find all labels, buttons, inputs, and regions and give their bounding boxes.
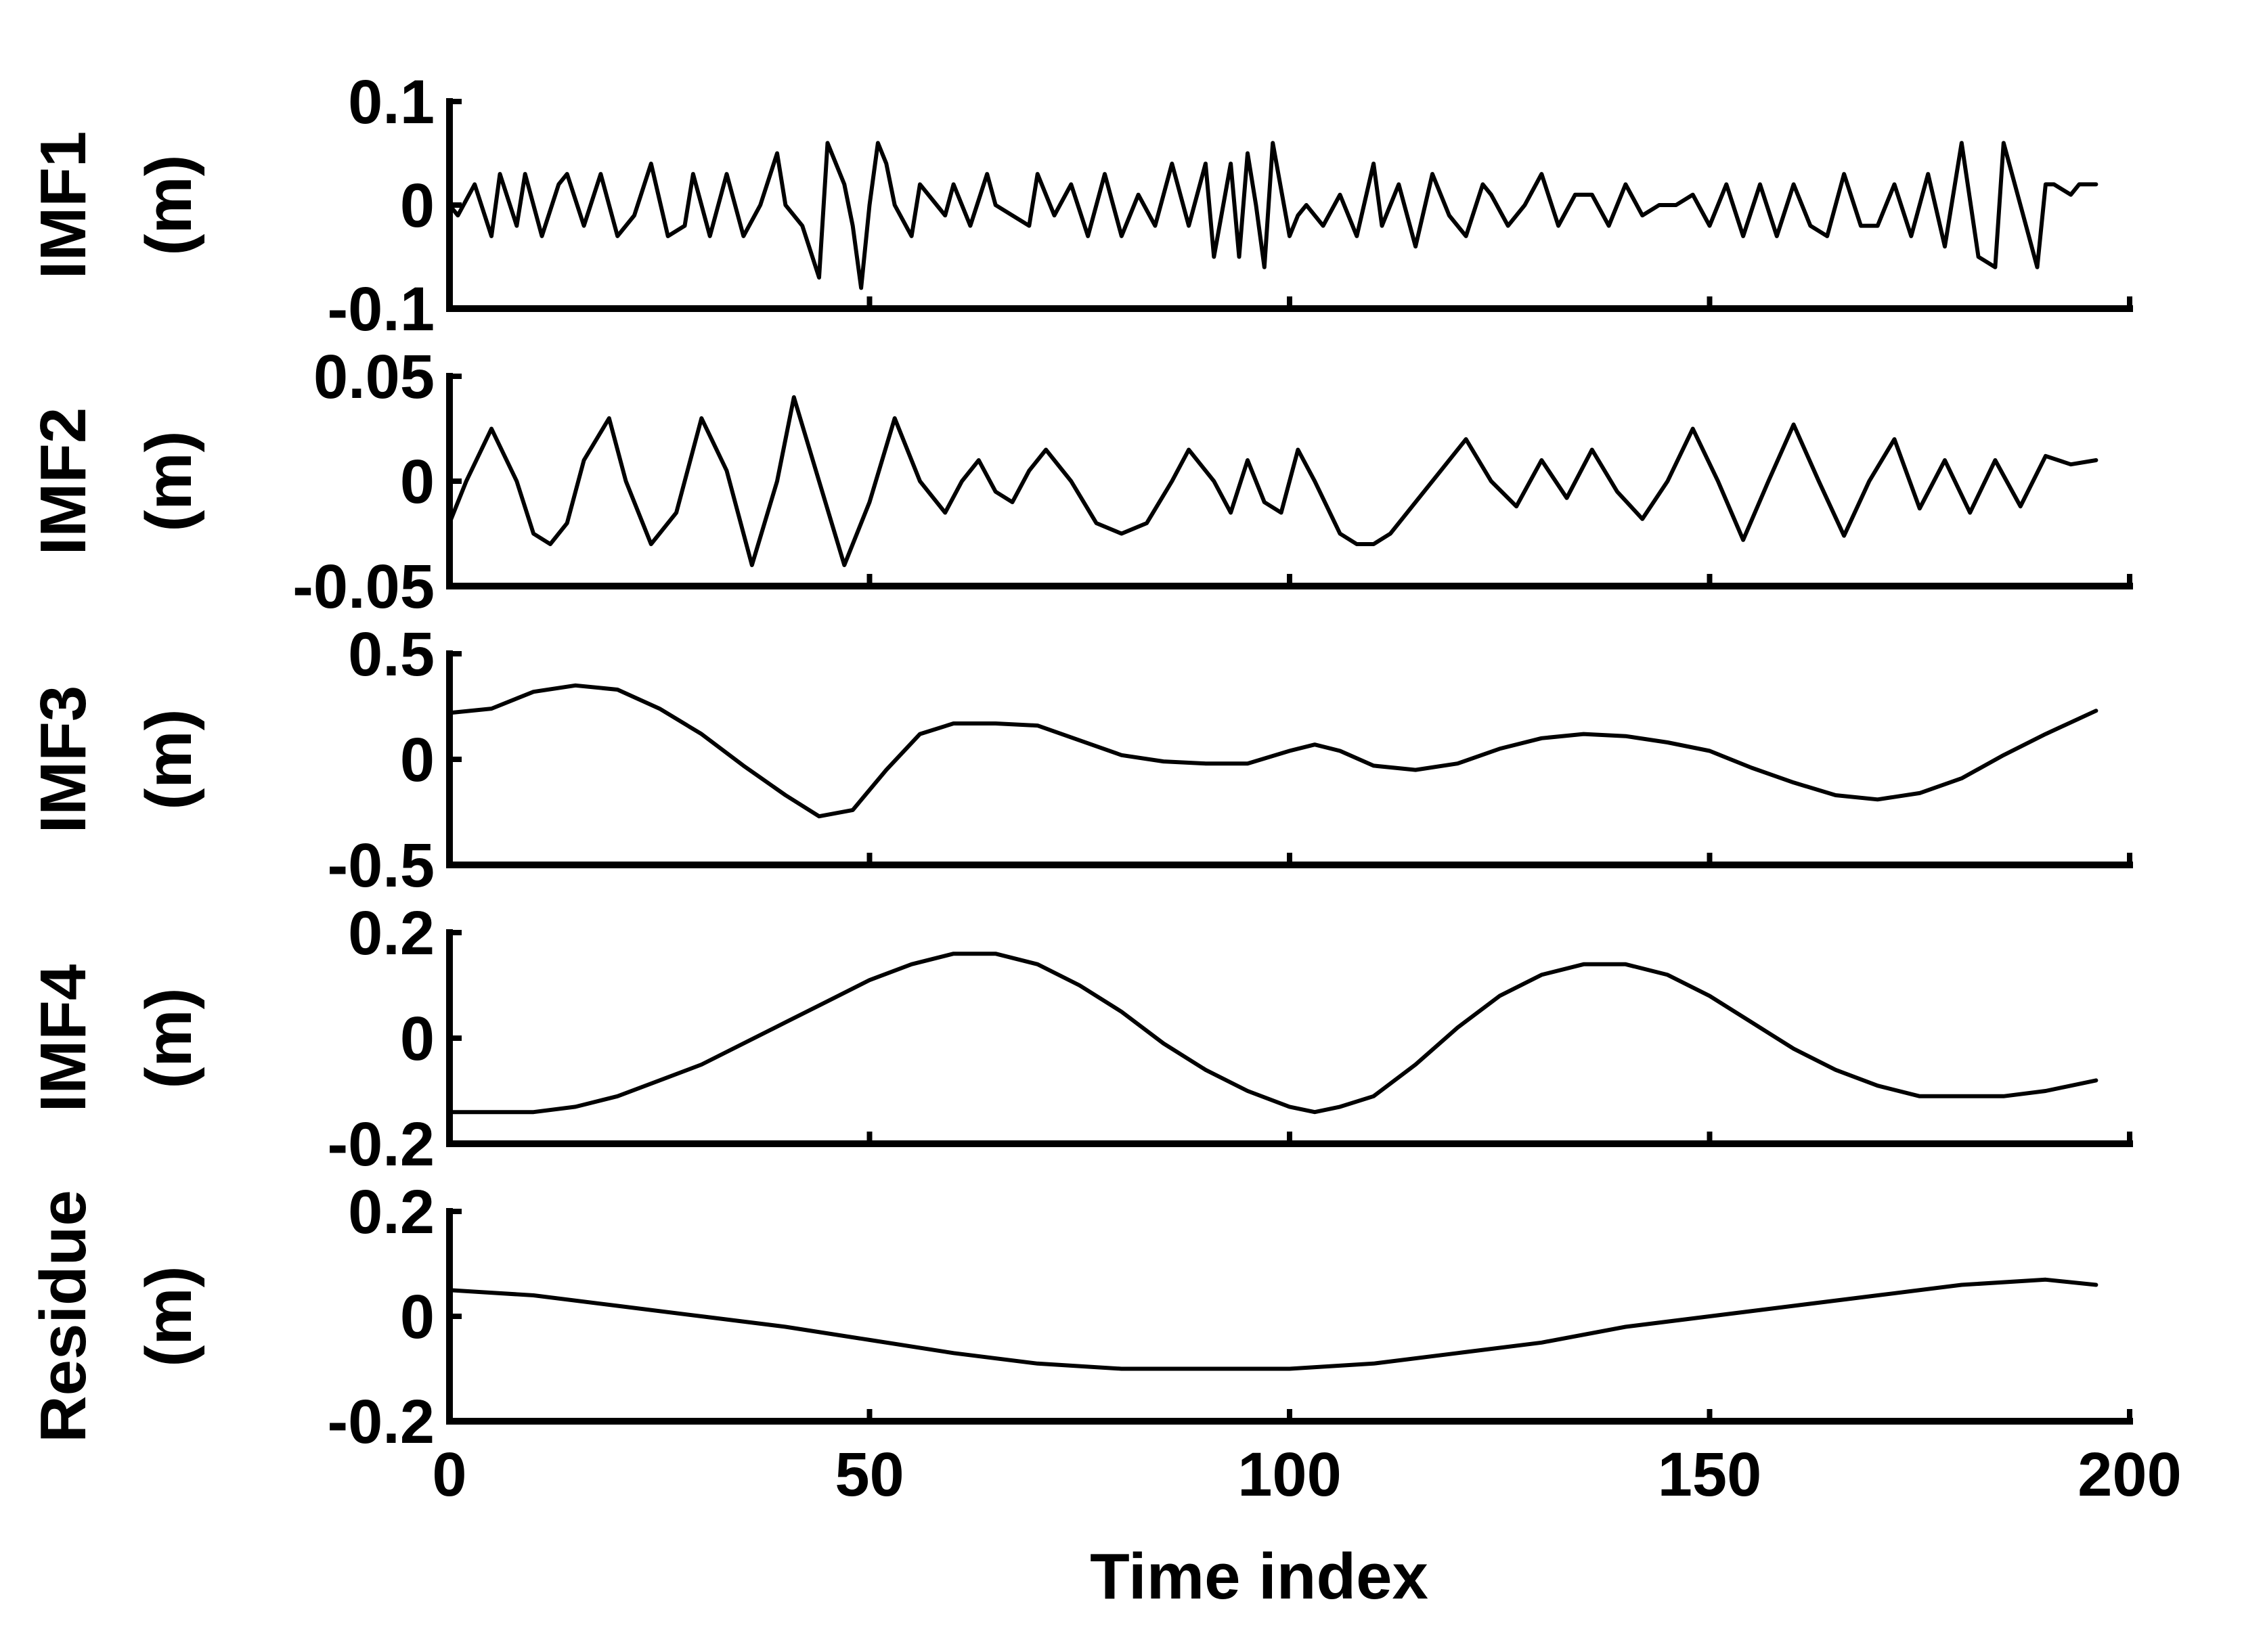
y-tick-label-panel-4: -0.2 bbox=[327, 1110, 435, 1179]
panel-1: 0.1 0 -0.1 IMF1 (m) bbox=[27, 68, 2133, 344]
y-tick-label-panel-2: 0.05 bbox=[313, 342, 435, 411]
series-line-panel-2 bbox=[447, 395, 2098, 567]
series-line-panel-5 bbox=[447, 1277, 2098, 1371]
y-tick-label-panel-3: 0.5 bbox=[348, 620, 435, 689]
y-axis-unit-panel-3: (m) bbox=[133, 709, 205, 809]
panel-4: 0.2 0 -0.2 IMF4 (m) bbox=[27, 899, 2133, 1179]
y-axis-title-panel-5: Residue bbox=[27, 1190, 100, 1442]
y-tick-label-panel-1: -0.1 bbox=[327, 275, 435, 344]
y-tick-label-panel-5: 0 bbox=[400, 1282, 435, 1352]
y-axis-unit-panel-5: (m) bbox=[133, 1266, 205, 1366]
x-tick-label: 100 bbox=[1237, 1440, 1342, 1509]
panels-layer: 0.1 0 -0.1 IMF1 (m) 0.05 0 -0.05 IMF2 (m) 0.5 0 -0.5… bbox=[27, 68, 2182, 1509]
y-axis-title-panel-2: IMF2 bbox=[27, 407, 100, 556]
panel-2: 0.05 0 -0.05 IMF2 (m) bbox=[27, 342, 2133, 621]
y-tick-label-panel-4: 0.2 bbox=[348, 899, 435, 968]
y-axis-title-panel-3: IMF3 bbox=[27, 686, 100, 834]
y-tick-label-panel-1: 0 bbox=[400, 171, 435, 240]
y-axis-unit-panel-1: (m) bbox=[133, 154, 205, 255]
x-tick-label: 200 bbox=[2078, 1440, 2182, 1509]
series-line-panel-3 bbox=[447, 683, 2098, 819]
series-line-panel-4 bbox=[447, 952, 2098, 1115]
y-tick-label-panel-3: -0.5 bbox=[327, 831, 435, 900]
y-tick-label-panel-5: -0.2 bbox=[327, 1387, 435, 1456]
series-line-panel-1 bbox=[447, 141, 2098, 290]
y-axis-unit-panel-4: (m) bbox=[133, 987, 205, 1088]
y-tick-label-panel-2: 0 bbox=[400, 447, 435, 516]
y-axis-title-panel-1: IMF1 bbox=[27, 131, 100, 280]
panel-3: 0.5 0 -0.5 IMF3 (m) bbox=[27, 620, 2133, 900]
panel-5: 0.2 0 -0.2 Residue (m) bbox=[27, 1178, 2133, 1456]
y-tick-label-panel-2: -0.05 bbox=[292, 552, 435, 621]
x-tick-label: 50 bbox=[835, 1440, 904, 1509]
x-tick-label: 150 bbox=[1658, 1440, 1762, 1509]
x-tick-label: 0 bbox=[432, 1440, 466, 1509]
y-tick-label-panel-5: 0.2 bbox=[348, 1178, 435, 1247]
x-axis-title: Time index bbox=[1090, 1540, 1428, 1613]
y-axis-unit-panel-2: (m) bbox=[133, 430, 205, 531]
y-axis-title-panel-4: IMF4 bbox=[27, 964, 100, 1113]
y-tick-label-panel-4: 0 bbox=[400, 1004, 435, 1073]
y-tick-label-panel-3: 0 bbox=[400, 725, 435, 795]
y-tick-label-panel-1: 0.1 bbox=[348, 68, 435, 137]
